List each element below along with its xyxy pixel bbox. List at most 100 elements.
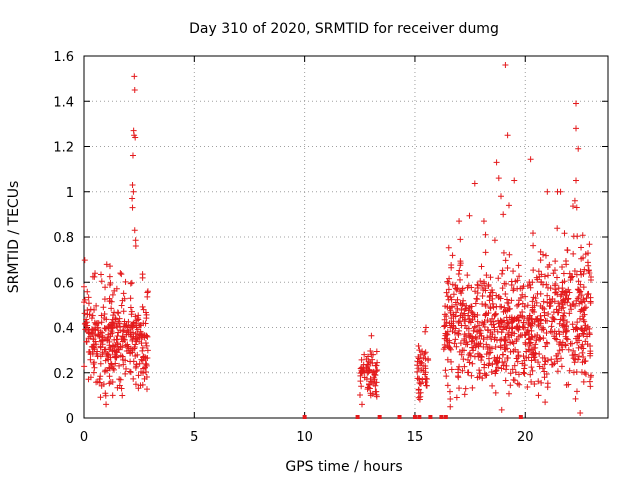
data-point (481, 280, 488, 287)
data-point (579, 341, 586, 348)
data-point (89, 330, 96, 337)
data-point (568, 306, 575, 313)
data-point (587, 374, 594, 381)
data-point (496, 355, 503, 362)
data-point (585, 267, 592, 274)
data-point (451, 340, 458, 347)
data-point (539, 324, 546, 331)
data-point (132, 341, 139, 348)
data-point (479, 301, 486, 308)
data-point (487, 349, 494, 356)
data-point (415, 343, 422, 350)
data-point (465, 318, 472, 325)
data-point (456, 267, 463, 274)
data-point (526, 312, 533, 319)
data-point (83, 319, 90, 326)
data-point (553, 336, 560, 343)
data-point (575, 344, 582, 351)
data-point (572, 326, 579, 333)
data-point (527, 281, 534, 288)
data-point (537, 290, 544, 297)
data-point (455, 318, 462, 325)
data-point (548, 323, 555, 330)
data-point (417, 380, 424, 387)
data-point (134, 336, 141, 343)
data-point (587, 298, 594, 305)
data-point (528, 322, 535, 329)
data-point (132, 243, 139, 250)
data-point (81, 257, 88, 264)
data-point (460, 347, 467, 354)
data-point (583, 295, 590, 302)
data-point (504, 307, 511, 314)
data-point (98, 319, 105, 326)
data-point (566, 367, 573, 374)
data-point (441, 323, 448, 330)
data-point (479, 293, 486, 300)
data-point (519, 300, 526, 307)
data-point (126, 368, 133, 375)
data-point (508, 282, 515, 289)
data-point (139, 347, 146, 354)
data-point (139, 357, 146, 364)
data-point (96, 333, 103, 340)
data-point (466, 359, 473, 366)
data-point (447, 346, 454, 353)
data-point (109, 348, 116, 355)
data-point (515, 371, 522, 378)
data-point (89, 273, 96, 280)
data-point (363, 356, 370, 363)
data-point (489, 315, 496, 322)
data-point (550, 315, 557, 322)
data-point (358, 364, 365, 371)
data-point (143, 386, 150, 393)
data-point (81, 363, 88, 370)
data-point (372, 372, 379, 379)
data-point (470, 327, 477, 334)
data-point (101, 368, 108, 375)
x-tick-label: 10 (296, 430, 313, 445)
data-point (548, 298, 555, 305)
data-point (543, 329, 550, 336)
data-point (489, 289, 496, 296)
data-point (417, 351, 424, 358)
data-point (575, 145, 582, 152)
data-point (501, 358, 508, 365)
data-point (580, 284, 587, 291)
data-point (94, 324, 101, 331)
data-point (533, 337, 540, 344)
data-point (537, 248, 544, 255)
data-point (469, 310, 476, 317)
data-point (468, 372, 475, 379)
data-point (524, 302, 531, 309)
data-point (544, 357, 551, 364)
data-point (536, 351, 543, 358)
data-point (572, 395, 579, 402)
data-point (579, 232, 586, 239)
data-point (517, 312, 524, 319)
data-point (551, 267, 558, 274)
data-point (91, 319, 98, 326)
data-point (515, 352, 522, 359)
data-point (447, 403, 454, 410)
data-point (559, 322, 566, 329)
data-point (586, 241, 593, 248)
data-point (469, 337, 476, 344)
data-point (103, 261, 110, 268)
data-point (453, 343, 460, 350)
data-point (544, 284, 551, 291)
data-point (446, 388, 453, 395)
data-point (468, 303, 475, 310)
data-point (580, 254, 587, 261)
data-point (85, 294, 92, 301)
data-point (124, 341, 131, 348)
data-point (456, 385, 463, 392)
data-point (98, 271, 105, 278)
data-point (480, 218, 487, 225)
data-point (563, 292, 570, 299)
data-point (530, 230, 537, 237)
data-point (507, 348, 514, 355)
data-point (97, 353, 104, 360)
data-point (567, 274, 574, 281)
data-point (573, 369, 580, 376)
